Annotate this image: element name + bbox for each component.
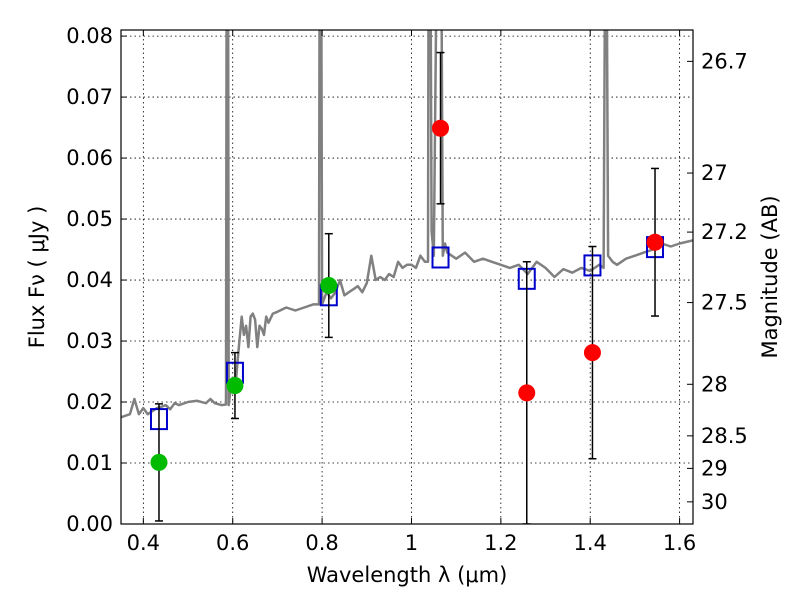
observed-flux-point [583, 344, 601, 362]
y-tick-label: 0.06 [66, 146, 113, 170]
y2-axis-label: Magnitude (AB) [758, 195, 782, 358]
x-tick-label: 1.6 [663, 531, 696, 555]
observed-flux-point [226, 377, 244, 395]
y-tick-label: 0.05 [66, 207, 113, 231]
plot-area [121, 30, 693, 524]
y-axis-label: Flux Fν ( μJy ) [25, 206, 49, 349]
x-tick-label: 0.8 [305, 531, 338, 555]
y-tick-label: 0.04 [66, 268, 113, 292]
plot-frame [120, 29, 694, 525]
y2-axis: 26.7 27 27.2 27.5 28 28.5 29 30 [687, 49, 748, 514]
observed-flux-point [150, 453, 168, 471]
spectrum-line [121, 30, 693, 419]
y2-tick-label: 27.5 [701, 291, 748, 315]
y-tick-label: 0.03 [66, 329, 113, 353]
y2-tick-label: 29 [701, 456, 728, 480]
y-tick-label: 0.08 [66, 24, 113, 48]
x-axis: 0.4 0.6 0.8 1 1.2 1.4 1.6 [127, 30, 696, 555]
y2-tick-label: 30 [701, 490, 728, 514]
y-tick-label: 0.07 [66, 85, 113, 109]
y2-tick-label: 28.5 [701, 424, 748, 448]
y-tick-label: 0.02 [66, 390, 113, 414]
x-tick-label: 1.2 [484, 531, 517, 555]
observed-flux-point [518, 384, 536, 402]
x-tick-label: 1.4 [574, 531, 607, 555]
x-axis-label: Wavelength λ (μm) [307, 563, 508, 587]
y-tick-label: 0.00 [66, 512, 113, 536]
y2-tick-label: 27 [701, 161, 728, 185]
y2-tick-label: 28 [701, 372, 728, 396]
y-tick-label: 0.01 [66, 451, 113, 475]
y-axis: 0.00 0.01 0.02 0.03 0.04 0.05 0.06 0.07 0.08 [66, 24, 127, 536]
observed-flux-point [432, 119, 450, 137]
y2-tick-label: 27.2 [701, 220, 748, 244]
x-tick-label: 1 [405, 531, 418, 555]
x-tick-label: 0.6 [216, 531, 249, 555]
y2-tick-label: 26.7 [701, 49, 748, 73]
x-tick-label: 0.4 [127, 531, 160, 555]
observed-flux-point [646, 233, 664, 251]
model-flux-square [431, 246, 450, 269]
observed-flux-point [320, 277, 338, 295]
